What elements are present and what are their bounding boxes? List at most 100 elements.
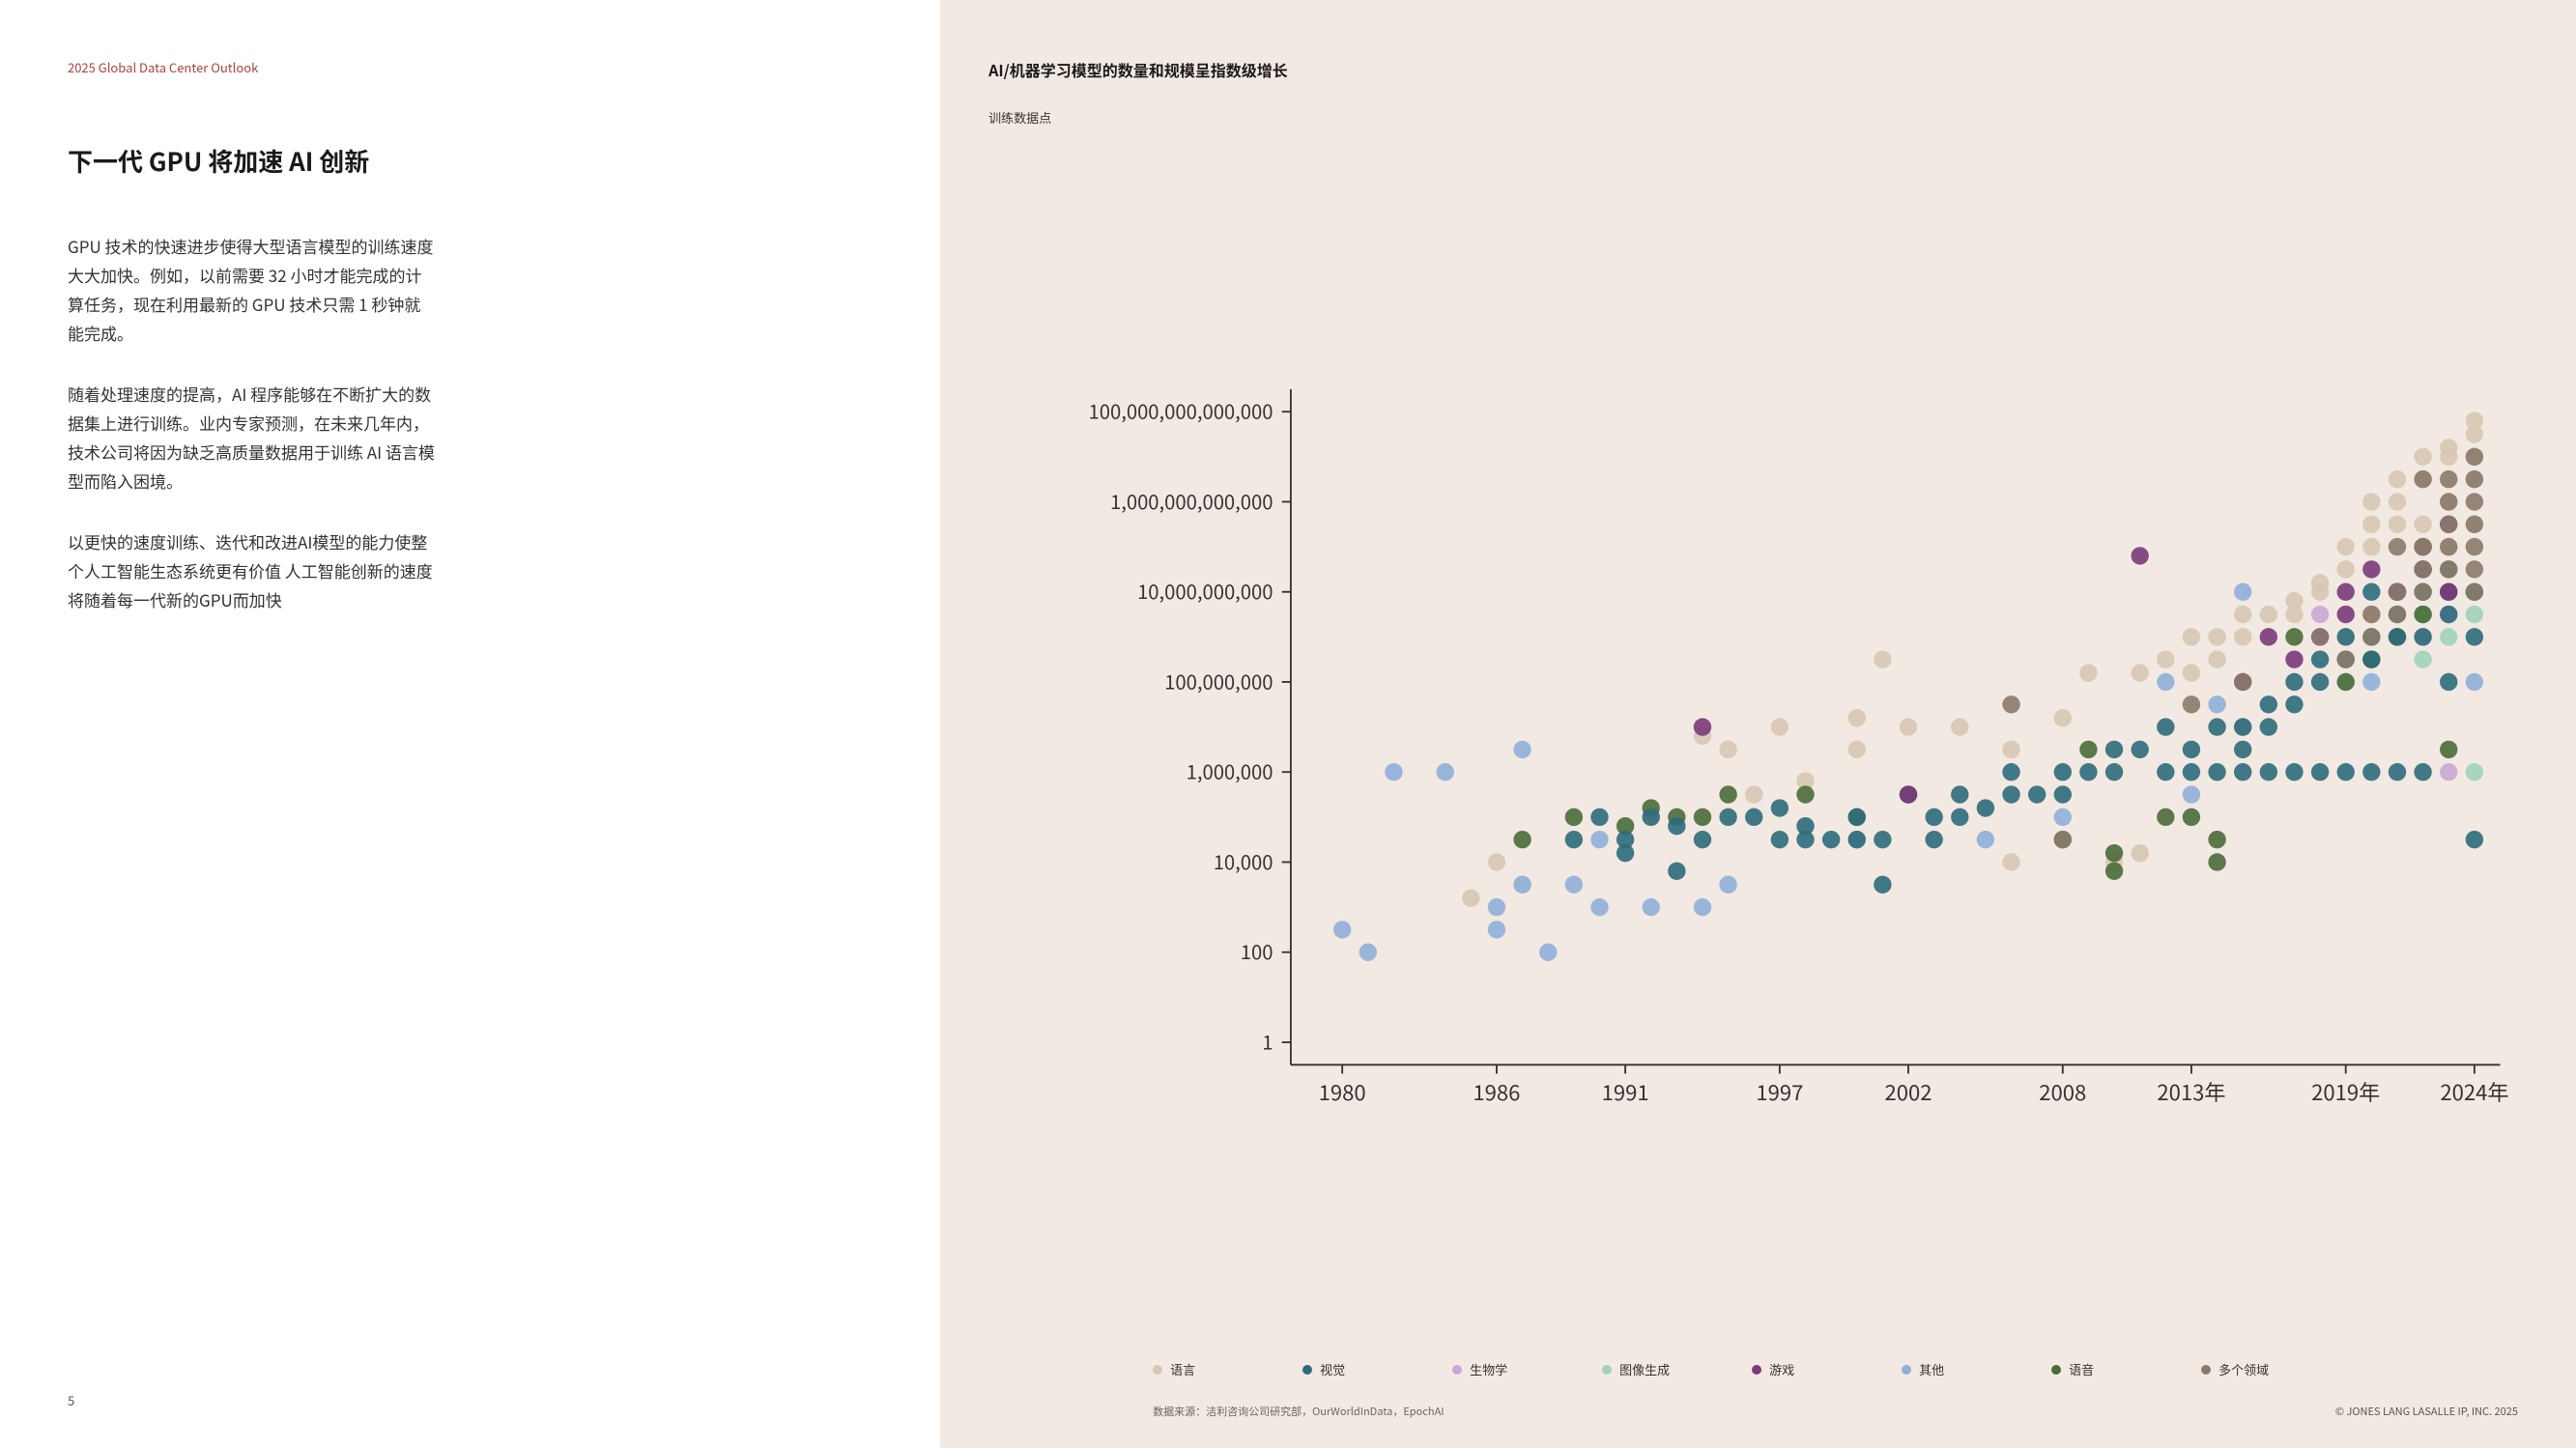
data-point	[1796, 831, 1814, 848]
legend-label: 游戏	[1769, 1360, 1794, 1378]
legend-label: 语言	[1170, 1360, 1195, 1378]
data-point	[2054, 709, 2072, 726]
legend-item: 其他	[1902, 1360, 2051, 1378]
legend-label: 语音	[2069, 1360, 2094, 1378]
data-point	[1668, 817, 1685, 835]
right-panel: AI/机器学习模型的数量和规模呈指数级增长 训练数据点 110010,0001,…	[940, 0, 2576, 1448]
data-point	[2414, 628, 2431, 645]
data-point	[1951, 809, 1968, 826]
data-point	[2054, 831, 2072, 848]
data-point	[2337, 673, 2355, 691]
data-point	[2285, 763, 2303, 781]
data-point	[1848, 741, 1866, 758]
data-point	[1385, 763, 1402, 781]
legend-item: 视觉	[1302, 1360, 1452, 1378]
data-point	[1360, 944, 1377, 961]
data-point	[1745, 785, 1762, 803]
y-tick-label: 1	[1262, 1027, 1273, 1055]
data-point	[2466, 606, 2483, 623]
data-point	[2234, 718, 2251, 735]
data-point	[2183, 763, 2200, 781]
chart-source: 数据来源：洁利咨询公司研究部，OurWorldInData，EpochAI	[988, 1404, 2518, 1419]
data-point	[2208, 853, 2225, 870]
data-point	[2440, 763, 2457, 781]
legend-dot-icon	[1602, 1365, 1612, 1375]
document-header: 2025 Global Data Center Outlook	[68, 58, 873, 76]
data-point	[1590, 898, 1608, 916]
legend-item: 语言	[1153, 1360, 1302, 1378]
data-point	[1694, 898, 1711, 916]
data-point	[2414, 516, 2431, 533]
data-point	[2079, 741, 2097, 758]
page-number: 5	[68, 1391, 873, 1409]
data-point	[2440, 583, 2457, 601]
data-point	[2260, 628, 2277, 645]
data-point	[2285, 673, 2303, 691]
data-point	[2466, 493, 2483, 510]
data-point	[2362, 560, 2380, 578]
data-point	[2183, 785, 2200, 803]
data-point	[2234, 606, 2251, 623]
data-point	[2389, 606, 2406, 623]
data-point	[2440, 560, 2457, 578]
data-point	[2183, 628, 2200, 645]
data-point	[1771, 831, 1789, 848]
data-point	[2466, 583, 2483, 601]
data-point	[1488, 853, 1505, 870]
y-tick-label: 100,000,000	[1164, 667, 1273, 695]
data-point	[1848, 709, 1866, 726]
data-point	[2234, 673, 2251, 691]
data-point	[1565, 809, 1583, 826]
legend-dot-icon	[1302, 1365, 1312, 1375]
data-point	[1694, 718, 1711, 735]
chart-legend: 语言视觉生物学图像生成游戏其他语音多个领域	[988, 1360, 2518, 1386]
data-point	[2466, 448, 2483, 466]
data-point	[1745, 809, 1762, 826]
data-point	[2234, 628, 2251, 645]
data-point	[1900, 718, 1917, 735]
data-point	[1590, 831, 1608, 848]
data-point	[2362, 650, 2380, 667]
data-point	[1513, 876, 1531, 894]
data-point	[2466, 538, 2483, 555]
data-point	[2002, 696, 2019, 713]
legend-item: 语音	[2051, 1360, 2201, 1378]
legend-item: 多个领域	[2201, 1360, 2351, 1378]
legend-item: 游戏	[1752, 1360, 1902, 1378]
data-point	[2132, 547, 2149, 564]
data-point	[2183, 809, 2200, 826]
data-point	[2337, 628, 2355, 645]
data-point	[2414, 470, 2431, 488]
data-point	[2414, 650, 2431, 667]
data-point	[2466, 516, 2483, 533]
data-point	[1488, 921, 1505, 938]
data-point	[1668, 863, 1685, 880]
data-point	[1926, 831, 1943, 848]
data-point	[2002, 763, 2019, 781]
data-point	[2362, 628, 2380, 645]
data-point	[2389, 583, 2406, 601]
data-point	[2002, 741, 2019, 758]
data-point	[1900, 785, 1917, 803]
data-point	[2260, 763, 2277, 781]
data-point	[2105, 741, 2123, 758]
data-point	[2132, 741, 2149, 758]
data-point	[2208, 650, 2225, 667]
x-tick-label: 2024年	[2440, 1076, 2508, 1107]
data-point	[2440, 516, 2457, 533]
data-point	[2337, 763, 2355, 781]
data-point	[2311, 763, 2329, 781]
data-point	[2466, 831, 2483, 848]
data-point	[1874, 650, 1891, 667]
body-paragraph-2: 随着处理速度的提高，AI 程序能够在不断扩大的数据集上进行训练。业内专家预测，在…	[68, 380, 435, 495]
copyright-notice: © JONES LANG LASALLE IP, INC. 2025	[2335, 1404, 2518, 1419]
data-point	[1694, 809, 1711, 826]
x-tick-label: 1991	[1602, 1076, 1649, 1107]
data-point	[2234, 763, 2251, 781]
body-paragraph-3: 以更快的速度训练、迭代和改进AI模型的能力使整个人工智能生态系统更有价值 人工智…	[68, 527, 435, 613]
data-point	[2337, 538, 2355, 555]
data-point	[1719, 785, 1736, 803]
data-point	[1771, 799, 1789, 816]
data-point	[2105, 763, 2123, 781]
data-point	[2311, 673, 2329, 691]
